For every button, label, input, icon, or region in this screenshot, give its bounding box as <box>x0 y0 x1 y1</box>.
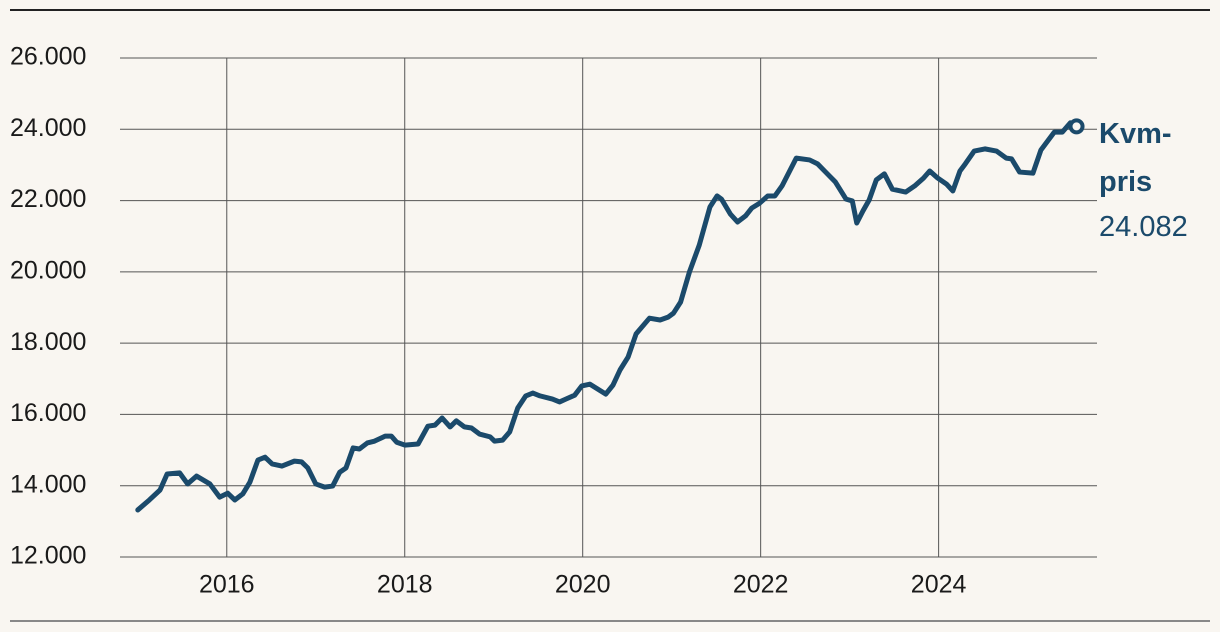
y-tick-label: 24.000 <box>10 114 86 142</box>
y-tick-label: 18.000 <box>10 328 86 356</box>
y-tick-label: 22.000 <box>10 185 86 213</box>
x-tick-label: 2024 <box>911 571 967 599</box>
end-marker <box>1068 118 1085 135</box>
series-line <box>135 120 1080 513</box>
y-tick-label: 14.000 <box>10 470 86 498</box>
x-tick-label: 2018 <box>377 571 433 599</box>
y-tick-label: 20.000 <box>10 256 86 284</box>
series-label: Kvm-pris <box>1099 118 1172 198</box>
plot <box>135 118 1085 513</box>
x-tick-label: 2016 <box>199 571 255 599</box>
x-tick-label: 2022 <box>733 571 789 599</box>
y-tick-label: 12.000 <box>10 542 86 570</box>
x-tick-label: 2020 <box>555 571 611 599</box>
y-tick-label: 16.000 <box>10 399 86 427</box>
grid: 12.000 14.000 16.000 18.000 20.000 22.000 24.0… <box>10 43 1097 599</box>
end-value-label: 24.082 <box>1099 211 1188 243</box>
y-tick-label: 26.000 <box>10 43 86 71</box>
